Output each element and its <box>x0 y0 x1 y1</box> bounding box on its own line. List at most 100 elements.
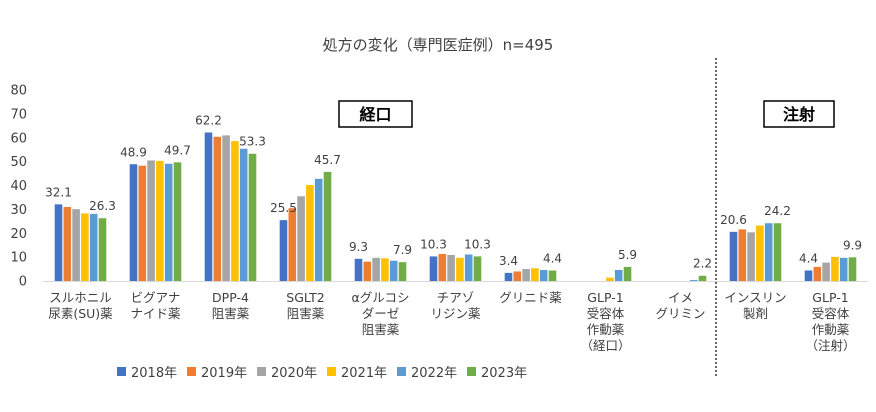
data-label: 4.4 <box>543 251 562 265</box>
bar <box>381 258 389 281</box>
x-tick-label: 作動薬 <box>587 322 625 337</box>
bar <box>297 196 305 281</box>
data-label: 4.4 <box>799 251 818 265</box>
data-label: 10.3 <box>464 237 491 251</box>
data-label: 9.9 <box>843 238 862 252</box>
bar <box>756 225 764 281</box>
bar <box>504 272 513 281</box>
x-tick-label: ビグアナ <box>131 290 181 305</box>
bar <box>231 141 239 281</box>
bar <box>738 229 747 281</box>
bar <box>764 223 773 281</box>
y-tick-label: 30 <box>10 203 27 218</box>
legend-swatch <box>257 367 266 376</box>
bar <box>831 256 839 281</box>
bar <box>222 135 230 281</box>
legend-swatch <box>397 367 406 376</box>
data-label: 10.3 <box>420 237 447 251</box>
data-label: 45.7 <box>314 153 341 167</box>
x-tick-label: GLP-1 <box>587 290 623 305</box>
legend-swatch <box>187 367 196 376</box>
bar <box>438 254 447 281</box>
legend-item: 2021年 <box>327 362 387 381</box>
bar <box>363 261 372 281</box>
x-tick-label: 作動薬 <box>812 322 850 337</box>
bar <box>747 232 755 281</box>
bar <box>822 262 830 281</box>
bar <box>698 275 707 281</box>
bar <box>314 178 323 281</box>
x-tick-label: DPP-4 <box>212 290 249 305</box>
bar <box>54 204 63 281</box>
bar <box>522 269 530 281</box>
x-tick-label: GLP-1 <box>812 290 848 305</box>
bar <box>813 266 822 281</box>
x-tick-label: （注射） <box>805 338 855 353</box>
bar <box>531 268 539 281</box>
y-tick-label: 0 <box>19 275 27 290</box>
x-tick-label: 製剤 <box>743 306 768 321</box>
data-label: 53.3 <box>239 135 266 149</box>
bar <box>548 270 557 281</box>
data-label: 26.3 <box>89 199 116 213</box>
x-tick-label: イメ <box>668 290 693 305</box>
x-tick-label: スルホニル <box>49 290 112 305</box>
legend-item: 2020年 <box>257 362 317 381</box>
x-tick-label: グリミン <box>655 306 705 321</box>
bar <box>389 260 398 281</box>
x-tick-label: 阻害薬 <box>287 306 325 321</box>
bar <box>473 256 482 281</box>
y-tick-label: 40 <box>10 179 27 194</box>
data-label: 3.4 <box>499 254 518 268</box>
bar <box>204 132 213 281</box>
x-tick-label: インスリン <box>724 290 786 305</box>
legend-item: 2018年 <box>117 362 177 381</box>
chart-title: 処方の変化（専門医症例）n=495 <box>322 36 554 54</box>
bar <box>288 208 297 281</box>
bar <box>72 209 80 281</box>
bar <box>89 213 98 281</box>
legend-label: 2019年 <box>201 366 248 381</box>
x-tick-label: SGLT2 <box>286 290 324 305</box>
legend-label: 2022年 <box>411 366 458 381</box>
y-tick-label: 20 <box>10 227 27 242</box>
bar <box>398 262 407 281</box>
bar <box>464 254 473 281</box>
y-tick-label: 10 <box>10 251 27 266</box>
legend-item: 2022年 <box>397 362 457 381</box>
bar <box>164 163 173 281</box>
legend-item: 2019年 <box>187 362 247 381</box>
x-tick-label: グリニド薬 <box>499 290 562 305</box>
bar <box>689 280 698 281</box>
y-tick-label: 80 <box>10 84 27 99</box>
bar <box>239 148 248 281</box>
bar <box>372 257 380 281</box>
bar <box>773 223 782 281</box>
bar <box>848 257 857 281</box>
annotation-label-oral: 経口 <box>359 105 391 124</box>
legend-swatch <box>327 367 336 376</box>
x-tick-label: 阻害薬 <box>212 306 250 321</box>
x-tick-label: 受容体 <box>587 306 625 321</box>
legend-item: 2023年 <box>467 362 527 381</box>
data-label: 48.9 <box>120 145 147 159</box>
bar <box>429 256 438 281</box>
data-label: 5.9 <box>618 248 637 262</box>
bar <box>306 185 314 281</box>
data-label: 25.5 <box>270 201 297 215</box>
data-label: 49.7 <box>164 143 191 157</box>
data-label: 7.9 <box>393 243 412 257</box>
bar <box>138 165 147 281</box>
legend-label: 2021年 <box>341 366 388 381</box>
bar <box>513 271 522 281</box>
bar <box>839 257 848 281</box>
x-tick-label: αグルコシ <box>352 290 410 305</box>
bar <box>213 136 222 281</box>
legend-label: 2020年 <box>271 366 318 381</box>
x-tick-label: ダーゼ <box>362 306 400 321</box>
bar <box>81 213 89 281</box>
bar <box>539 270 548 281</box>
bar <box>248 153 257 281</box>
